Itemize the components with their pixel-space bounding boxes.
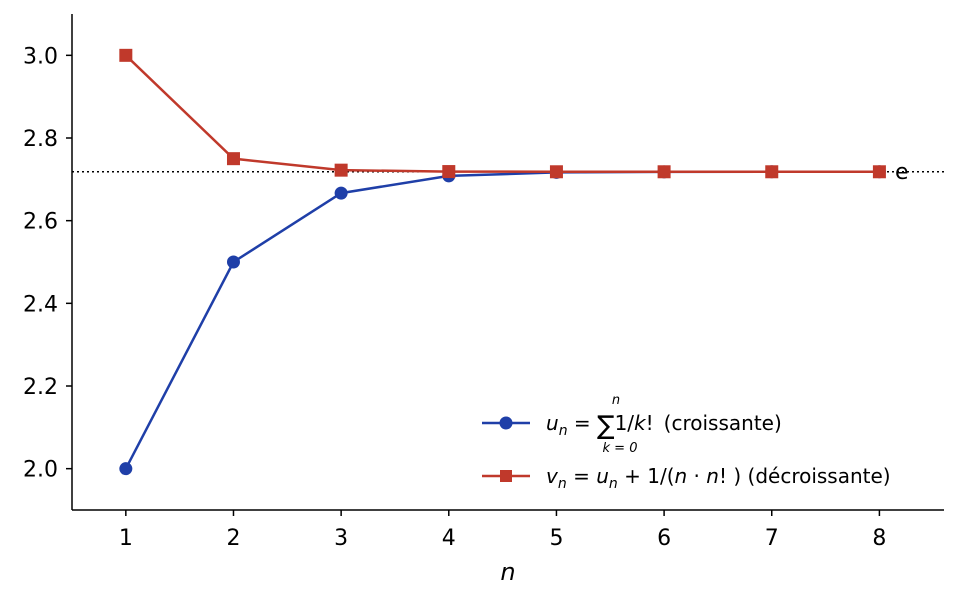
legend-u-eq: = bbox=[568, 411, 597, 435]
legend-sigma-bottom: k = 0 bbox=[603, 441, 638, 456]
x-tick-label: 1 bbox=[119, 526, 133, 551]
legend-item-v: vn = un + 1/(n · n! ) (décroissante) bbox=[482, 464, 891, 492]
legend-sigma-top: n bbox=[612, 393, 620, 408]
legend-v-label: vn = un + 1/(n · n! ) (décroissante) bbox=[546, 464, 891, 492]
series-v-point bbox=[765, 165, 779, 179]
legend-v-n2: n bbox=[706, 464, 719, 488]
series-u-point bbox=[226, 255, 240, 269]
x-tick-label: 3 bbox=[334, 526, 348, 551]
legend-u-k: k bbox=[634, 411, 647, 435]
y-tick-label: 2.4 bbox=[23, 292, 58, 317]
legend-v-marker bbox=[500, 470, 512, 482]
y-tick-label: 2.6 bbox=[23, 210, 58, 235]
series-v-point bbox=[334, 163, 348, 177]
legend-u-fact: ! bbox=[646, 411, 654, 435]
legend-u-term: 1/ bbox=[615, 411, 635, 435]
series-v-point bbox=[119, 48, 133, 62]
legend-v-dot: · bbox=[687, 464, 706, 488]
legend-v-n1: n bbox=[675, 464, 688, 488]
legend-v-fact: ! ) bbox=[719, 464, 741, 488]
plot-area bbox=[72, 48, 944, 476]
series-v-point bbox=[442, 165, 456, 179]
legend-item-u: un = ∑1/k! (croissante) n k = 0 bbox=[482, 393, 782, 456]
legend-v-var: v bbox=[546, 464, 559, 488]
x-tick-label: 4 bbox=[442, 526, 456, 551]
x-tick-label: 2 bbox=[226, 526, 240, 551]
series-v-point bbox=[549, 165, 563, 179]
x-tick-label: 6 bbox=[657, 526, 671, 551]
x-tick-label: 5 bbox=[549, 526, 563, 551]
legend-u-desc: (croissante) bbox=[664, 411, 782, 435]
legend-u-marker bbox=[499, 416, 513, 430]
y-tick-label: 3.0 bbox=[23, 44, 58, 69]
legend-u-sigma: ∑ bbox=[597, 411, 615, 441]
legend-u-sub: n bbox=[559, 423, 568, 439]
legend-v-u: u bbox=[596, 464, 609, 488]
x-tick-label: 8 bbox=[872, 526, 886, 551]
series-u-point bbox=[119, 462, 133, 476]
y-tick-label: 2.8 bbox=[23, 127, 58, 152]
series-v-line bbox=[124, 54, 880, 174]
series-u-point bbox=[334, 186, 348, 200]
legend-v-sub: n bbox=[558, 476, 567, 492]
series-v-point bbox=[657, 165, 671, 179]
y-tick-label: 2.0 bbox=[23, 458, 58, 483]
ticks: 1 2 3 4 5 6 7 8 2.0 2.2 2.4 2.6 2.8 3.0 bbox=[23, 44, 886, 551]
legend-v-sub2: n bbox=[609, 476, 618, 492]
legend-u-label: un = ∑1/k! (croissante) bbox=[546, 411, 782, 441]
legend-u-var: u bbox=[546, 411, 559, 435]
legend-v-eq: = bbox=[567, 464, 596, 488]
series-v-point bbox=[226, 152, 240, 166]
y-tick-label: 2.2 bbox=[23, 375, 58, 400]
x-tick-label: 7 bbox=[765, 526, 779, 551]
e-reference-label: e bbox=[895, 160, 909, 185]
legend-v-desc: (décroissante) bbox=[741, 464, 890, 488]
x-axis-label: n bbox=[500, 558, 515, 586]
legend-v-plus: + 1/( bbox=[618, 464, 675, 488]
series-v-point bbox=[872, 165, 886, 179]
legend: un = ∑1/k! (croissante) n k = 0 vn = un +… bbox=[482, 393, 891, 492]
